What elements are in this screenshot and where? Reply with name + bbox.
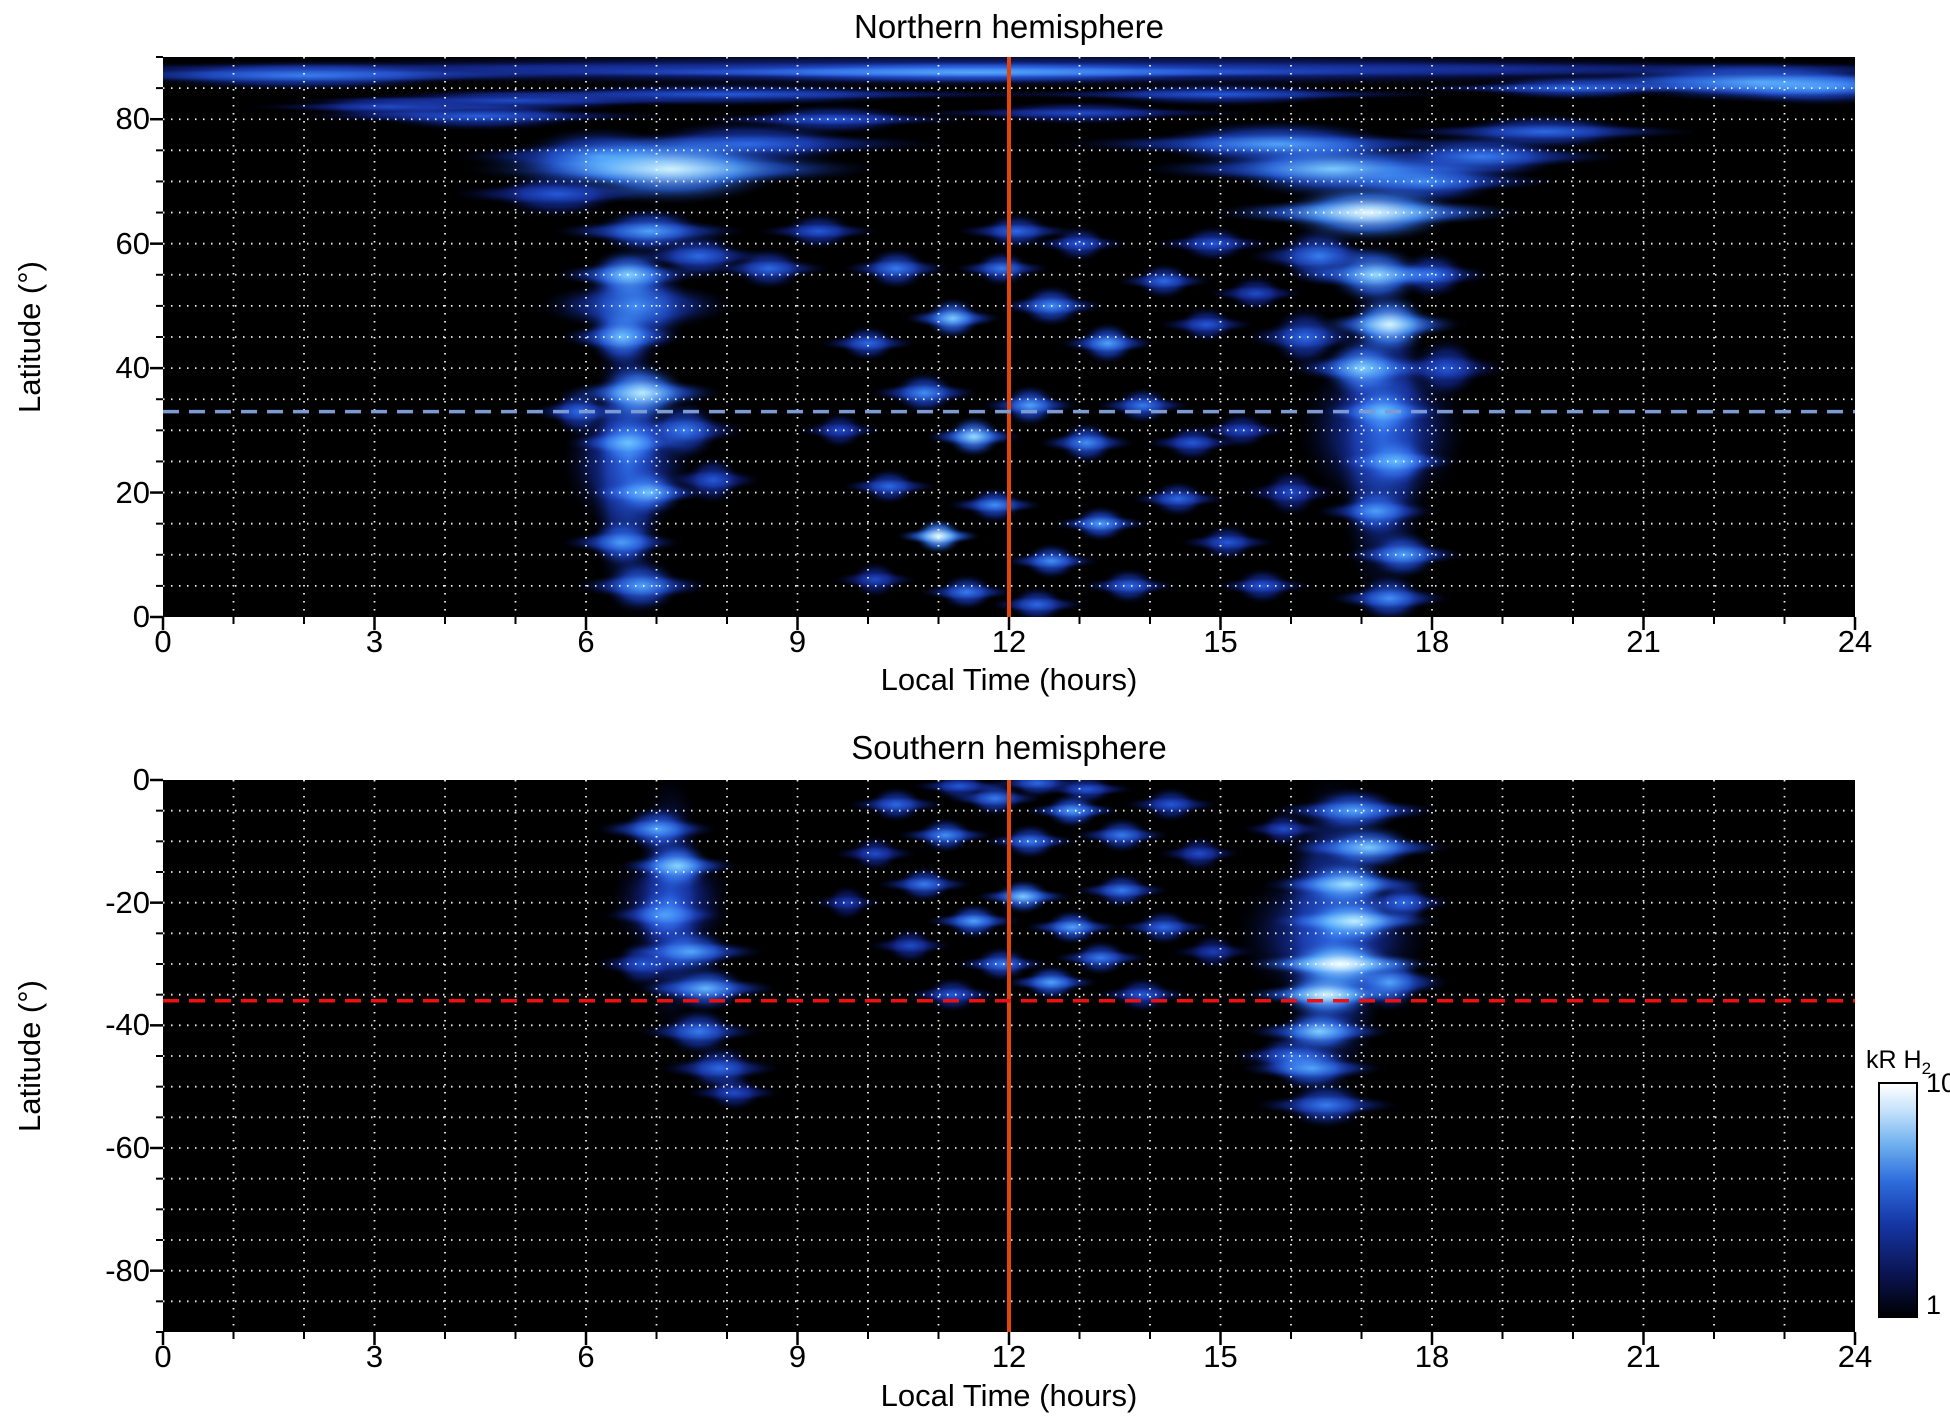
north-grid-overlay [150,56,1857,630]
x-tick-label: 12 [991,1339,1027,1374]
x-tick-label: 12 [991,624,1027,659]
y-tick-label: 60 [115,225,150,261]
y-tick-label: 20 [115,474,150,510]
x-tick-label: 3 [365,1339,384,1374]
south-y-axis-label: Latitude (°) [12,980,47,1132]
x-tick-label: 24 [1837,1339,1873,1374]
x-tick-label: 0 [154,624,172,659]
y-tick-label: -40 [105,1007,150,1043]
north-plot-area [150,56,1857,630]
x-tick-label: 21 [1626,624,1661,659]
x-tick-label: 15 [1203,1339,1238,1374]
y-tick-label: 0 [132,762,150,797]
colorbar-gradient [1878,1082,1918,1318]
y-tick-label: -20 [105,884,150,920]
x-tick-label: 3 [365,624,384,659]
north-x-axis-label: Local Time (hours) [880,662,1138,697]
colorbar-label-text: kR H [1866,1046,1922,1074]
south-x-axis-label: Local Time (hours) [880,1378,1138,1413]
y-tick-label: -60 [105,1130,150,1165]
x-tick-label: 9 [788,1339,807,1374]
colorbar-label-subscript: 2 [1921,1059,1932,1078]
x-tick-label: 9 [788,624,807,659]
colorbar-label: kR H2 [1866,1046,1931,1079]
colorbar-max-label: 10 [1926,1068,1950,1098]
y-tick-label: 0 [132,599,150,634]
x-tick-label: 24 [1837,624,1873,659]
colorbar-min-label: 1 [1926,1290,1942,1320]
x-tick-label: 6 [577,624,595,659]
x-tick-label: 18 [1414,624,1450,659]
north-y-axis-label: Latitude (°) [12,261,47,413]
south-panel-title: Southern hemisphere [851,729,1167,766]
y-tick-label: -80 [105,1252,150,1288]
south-grid-overlay [150,778,1857,1345]
x-tick-label: 18 [1414,1339,1450,1374]
y-tick-label: 40 [115,350,150,386]
north-panel-title: Northern hemisphere [854,8,1164,45]
x-tick-label: 21 [1626,1339,1661,1374]
y-tick-label: 80 [115,101,150,137]
x-tick-label: 0 [154,1339,172,1374]
x-tick-label: 15 [1203,624,1238,659]
x-tick-label: 6 [577,1339,595,1374]
south-plot-area [150,778,1857,1345]
